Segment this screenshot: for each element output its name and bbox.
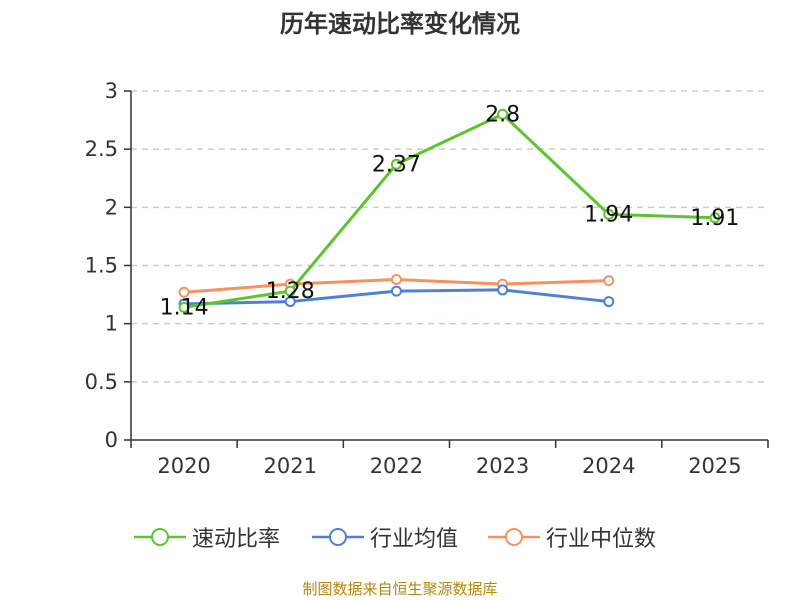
data-label: 1.28 [266, 279, 315, 304]
x-tick-label: 2025 [688, 454, 741, 478]
data-point [178, 301, 190, 313]
series-lines [178, 108, 721, 313]
y-tick-label: 3 [105, 79, 118, 103]
data-point [603, 296, 615, 308]
axes: 0 0.5 1 1.5 2 2.5 3 2020 2021 2022 2023 2024 2025 [85, 79, 769, 478]
x-tick-label: 2020 [157, 454, 210, 478]
data-point [284, 296, 296, 308]
legend-label-industry-median: 行业中位数 [546, 527, 657, 552]
data-point [497, 284, 509, 296]
chart-title: 历年速动比率变化情况 [280, 10, 520, 38]
data-point [603, 208, 615, 220]
data-point [178, 286, 190, 298]
series-line [183, 112, 715, 309]
data-point [390, 158, 402, 170]
y-tick-label: 0 [105, 428, 118, 452]
legend-marker-industry-median [488, 528, 540, 546]
y-tick-label: 2 [105, 195, 118, 219]
legend: 速动比率 行业均值 行业中位数 [0, 520, 800, 554]
y-tick-label: 1.5 [85, 254, 118, 278]
y-tick-label: 2.5 [85, 137, 118, 161]
legend-marker-industry-mean [312, 528, 364, 546]
data-label: 1.94 [584, 202, 633, 227]
x-tick-label: 2024 [582, 454, 635, 478]
x-tick-label: 2023 [476, 454, 529, 478]
y-tick-label: 0.5 [85, 370, 118, 394]
data-point [390, 273, 402, 285]
data-point [284, 285, 296, 297]
legend-item-quick-ratio[interactable]: 速动比率 [134, 520, 280, 554]
y-tick-label: 1 [105, 312, 118, 336]
data-point [709, 212, 721, 224]
data-label: 1.91 [690, 206, 739, 231]
legend-marker-quick-ratio [134, 528, 186, 546]
data-label: 2.37 [372, 152, 421, 177]
legend-label-industry-mean: 行业均值 [370, 527, 459, 552]
data-point [497, 108, 509, 120]
data-label: 1.14 [160, 295, 209, 320]
legend-item-industry-median[interactable]: 行业中位数 [488, 520, 656, 554]
x-tick-label: 2021 [264, 454, 317, 478]
legend-item-industry-mean[interactable]: 行业均值 [312, 520, 458, 554]
data-point [603, 275, 615, 287]
source-note: 制图数据来自恒生聚源数据库 [302, 580, 498, 598]
legend-label-quick-ratio: 速动比率 [192, 527, 281, 552]
data-labels: 1.14 1.28 2.37 2.8 1.94 1.91 [160, 102, 740, 320]
grid-lines [131, 90, 768, 383]
x-tick-label: 2022 [370, 454, 423, 478]
data-label: 2.8 [485, 102, 520, 127]
data-point [390, 285, 402, 297]
